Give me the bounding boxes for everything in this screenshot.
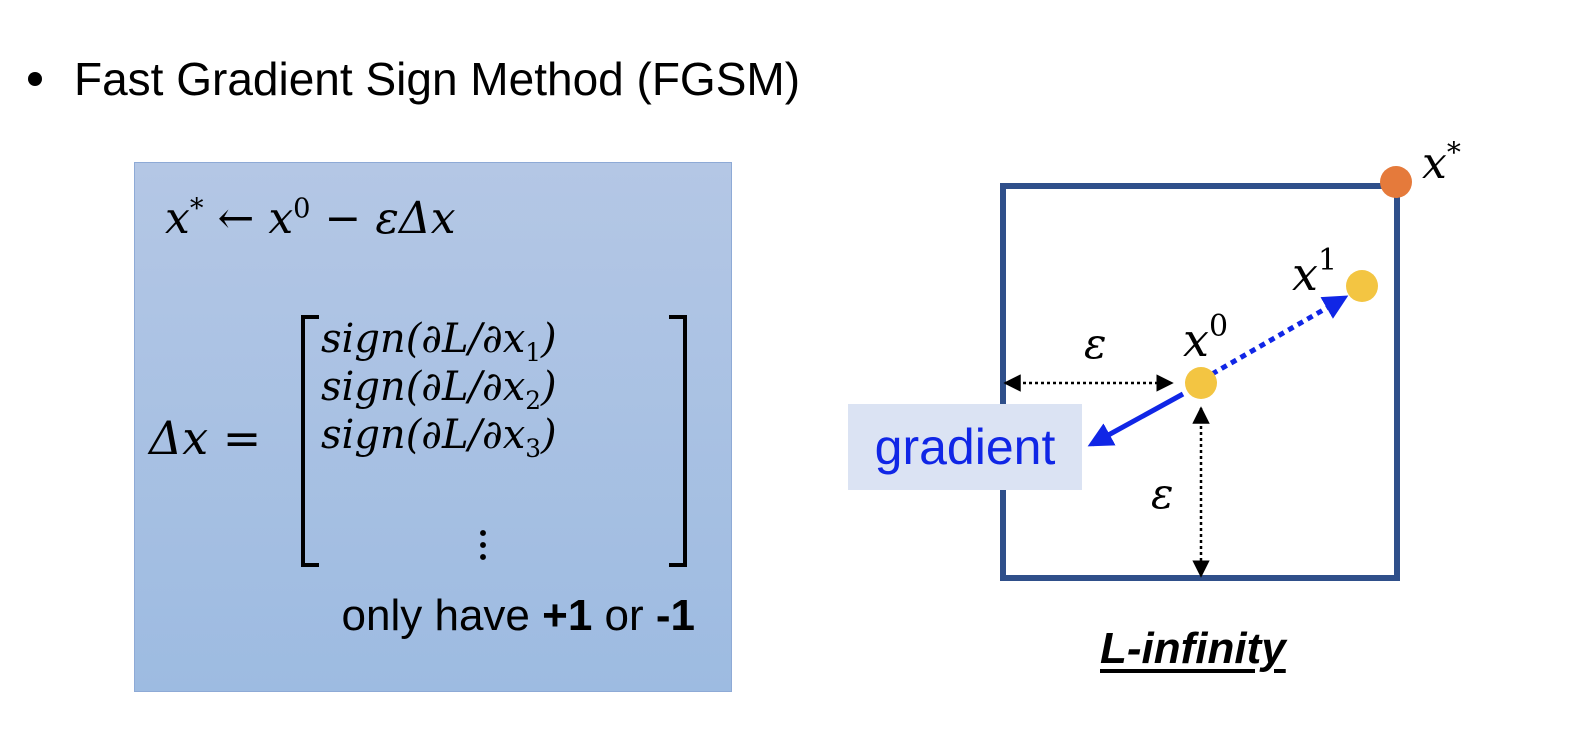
right-bracket — [669, 315, 687, 567]
point-x0 — [1185, 367, 1217, 399]
x1-label: x1 — [1292, 243, 1337, 301]
sign-vector: sign(∂L/∂x1) sign(∂L/∂x2) sign(∂L/∂x3) — [321, 315, 669, 463]
slide-title: Fast Gradient Sign Method (FGSM) — [28, 44, 800, 114]
vector-row: sign(∂L/∂x3) — [321, 412, 557, 463]
epsilon-vertical-label: ε — [1151, 469, 1174, 518]
bullet-icon — [28, 72, 42, 86]
l-infinity-caption: L-infinity — [1100, 624, 1286, 673]
point-x1 — [1346, 270, 1378, 302]
x0-label: x0 — [1183, 309, 1228, 367]
vector-row: sign(∂L/∂x2) — [321, 364, 557, 415]
update-equation: x* ← x0 − εΔx — [165, 193, 456, 244]
step-to-x1-arrow — [1210, 295, 1349, 377]
sign-values-note: only have +1 or -1 — [341, 591, 695, 640]
x-star-label: x* — [1422, 136, 1461, 189]
gradient-arrow — [1087, 391, 1185, 447]
epsilon-horizontal-label: ε — [1084, 319, 1107, 368]
vertical-ellipsis — [480, 527, 486, 561]
gradient-label: gradient — [848, 404, 1082, 490]
left-bracket — [301, 315, 319, 567]
delta-x-label: Δx = — [149, 411, 262, 465]
point-x-star — [1380, 166, 1412, 198]
formula-panel: x* ← x0 − εΔx Δx = sign(∂L/∂x1) sign(∂L/… — [134, 162, 732, 692]
title-text: Fast Gradient Sign Method (FGSM) — [74, 53, 801, 105]
vector-row: sign(∂L/∂x1) — [321, 316, 557, 367]
epsilon-ball-box — [1000, 183, 1400, 581]
